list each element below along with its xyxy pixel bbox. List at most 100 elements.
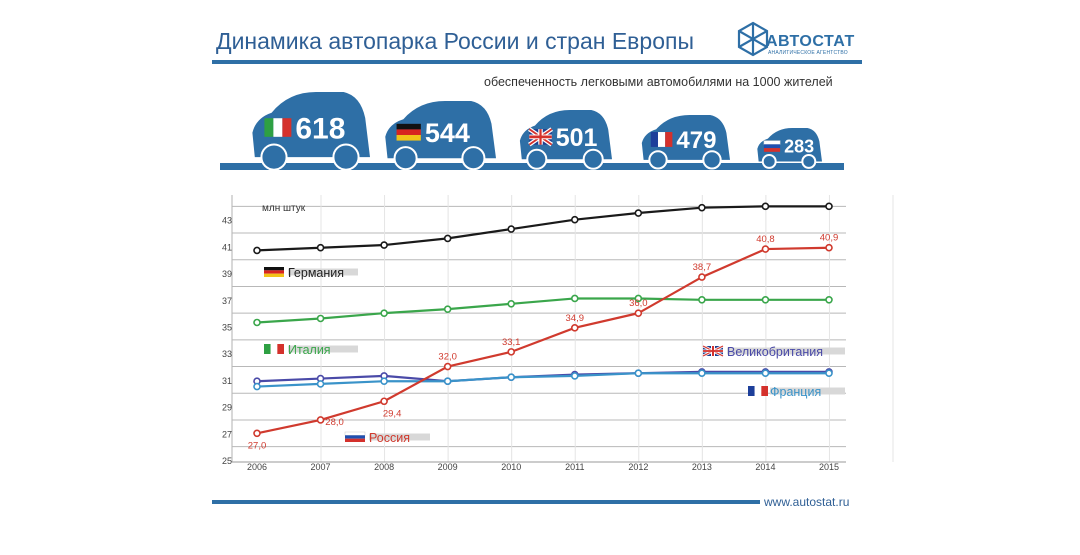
data-label: 33,1 xyxy=(502,337,521,348)
data-point-france xyxy=(507,373,516,382)
data-point-italy xyxy=(570,294,579,303)
data-point-russia xyxy=(570,324,579,332)
flag-uk-icon xyxy=(528,127,553,147)
car-body-icon xyxy=(757,128,822,162)
data-point-italy xyxy=(253,318,261,327)
data-point-france xyxy=(570,372,579,380)
data-point-russia xyxy=(761,245,770,253)
data-point-russia xyxy=(443,362,452,371)
car-wheel-icon xyxy=(332,143,360,170)
y-tick-label: 33 xyxy=(222,349,232,359)
car-value-2: 501 xyxy=(556,124,598,152)
data-point-italy xyxy=(443,305,452,313)
car-value-1: 544 xyxy=(425,118,470,148)
data-label: 27,0 xyxy=(248,440,267,451)
series-line-germany xyxy=(256,205,829,252)
legend-label-france: Франция xyxy=(770,385,821,399)
data-point-france xyxy=(634,369,643,378)
data-point-germany xyxy=(507,225,516,233)
legend-label-germany: Германия xyxy=(288,266,344,280)
flag-germany-icon xyxy=(264,267,284,277)
x-tick-label: 2015 xyxy=(819,462,839,472)
car-wheel-icon xyxy=(526,148,548,170)
car-wheel-icon xyxy=(260,143,288,170)
legend-label-uk: Великобритания xyxy=(727,345,823,359)
y-tick-label: 25 xyxy=(222,456,232,466)
car-4: 283 xyxy=(757,128,822,169)
data-point-france xyxy=(443,377,452,386)
data-label: 40,8 xyxy=(756,234,775,245)
car-wheel-icon xyxy=(702,150,722,170)
y-tick-label: 39 xyxy=(222,269,232,279)
car-value-3: 479 xyxy=(676,127,716,154)
flag-uk-icon xyxy=(702,344,724,358)
x-tick-label: 2010 xyxy=(501,462,521,472)
x-tick-label: 2008 xyxy=(374,462,394,472)
flag-russia-icon xyxy=(763,140,781,152)
car-wheel-icon xyxy=(393,146,418,170)
data-point-italy xyxy=(507,300,516,308)
car-body-icon xyxy=(385,101,496,159)
x-tick-label: 2011 xyxy=(565,462,584,472)
data-point-italy xyxy=(634,294,643,303)
title-divider xyxy=(212,60,862,64)
data-point-russia xyxy=(507,348,516,356)
line-chart: 25 27 29 31 33 35 37 39 41 43 2006 2007 2008 2009 2010… xyxy=(222,195,894,472)
flag-germany-icon xyxy=(396,123,421,141)
car-2: 501 xyxy=(519,110,612,170)
data-point-germany xyxy=(698,203,706,212)
data-point-italy xyxy=(316,314,325,323)
autostat-logo-icon xyxy=(737,21,769,57)
plot-area xyxy=(232,195,846,462)
chart-subtitle: обеспеченность легковыми автомобилями на… xyxy=(484,75,833,89)
series-line-france xyxy=(256,372,829,388)
data-point-russia xyxy=(316,416,325,424)
data-point-france xyxy=(316,380,325,388)
page-title: Динамика автопарка России и стран Европы xyxy=(216,28,694,54)
logo-name: АВТОСТАТ xyxy=(766,33,855,50)
data-point-germany xyxy=(316,243,325,252)
data-point-russia xyxy=(825,243,833,252)
data-point-france xyxy=(825,369,833,378)
flag-russia-icon xyxy=(344,431,366,442)
x-tick-label: 2013 xyxy=(692,462,712,472)
flag-italy-icon xyxy=(264,344,284,354)
series-line-italy xyxy=(256,297,829,324)
car-wheel-icon xyxy=(801,153,817,169)
x-tick-label: 2006 xyxy=(247,462,267,472)
car-3: 479 xyxy=(641,115,730,170)
car-value-4: 283 xyxy=(784,137,814,157)
data-label: 34,9 xyxy=(566,313,585,324)
y-tick-label: 37 xyxy=(222,296,232,306)
y-tick-label: 29 xyxy=(222,403,232,413)
data-point-italy xyxy=(380,309,388,317)
data-point-germany xyxy=(825,202,833,211)
car-wheel-icon xyxy=(582,148,604,170)
footer-url[interactable]: www.autostat.ru xyxy=(764,495,850,509)
data-point-germany xyxy=(253,246,261,255)
legend-label-russia: Россия xyxy=(369,431,410,445)
x-tick-label: 2007 xyxy=(311,462,331,472)
x-tick-label: 2014 xyxy=(755,462,775,472)
data-point-russia xyxy=(634,309,643,317)
data-point-france xyxy=(253,382,261,391)
data-point-france xyxy=(698,369,706,378)
flag-france-icon xyxy=(650,132,673,147)
footer-divider xyxy=(212,500,760,504)
data-point-italy xyxy=(698,295,706,304)
data-point-france xyxy=(761,369,770,378)
data-point-italy xyxy=(761,295,770,304)
data-point-russia xyxy=(253,429,261,438)
flag-italy-icon xyxy=(264,118,292,137)
data-label: 36,0 xyxy=(629,298,648,309)
legend-label-italy: Италия xyxy=(288,343,331,357)
data-label: 28,0 xyxy=(325,417,344,428)
data-label: 29,4 xyxy=(383,408,402,419)
car-wheel-icon xyxy=(648,150,668,170)
y-tick-label: 31 xyxy=(222,376,232,386)
data-point-germany xyxy=(761,202,770,211)
y-tick-label: 35 xyxy=(222,323,232,333)
data-label: 38,7 xyxy=(693,262,712,273)
y-tick-label: 43 xyxy=(222,216,232,226)
data-point-germany xyxy=(634,209,643,217)
